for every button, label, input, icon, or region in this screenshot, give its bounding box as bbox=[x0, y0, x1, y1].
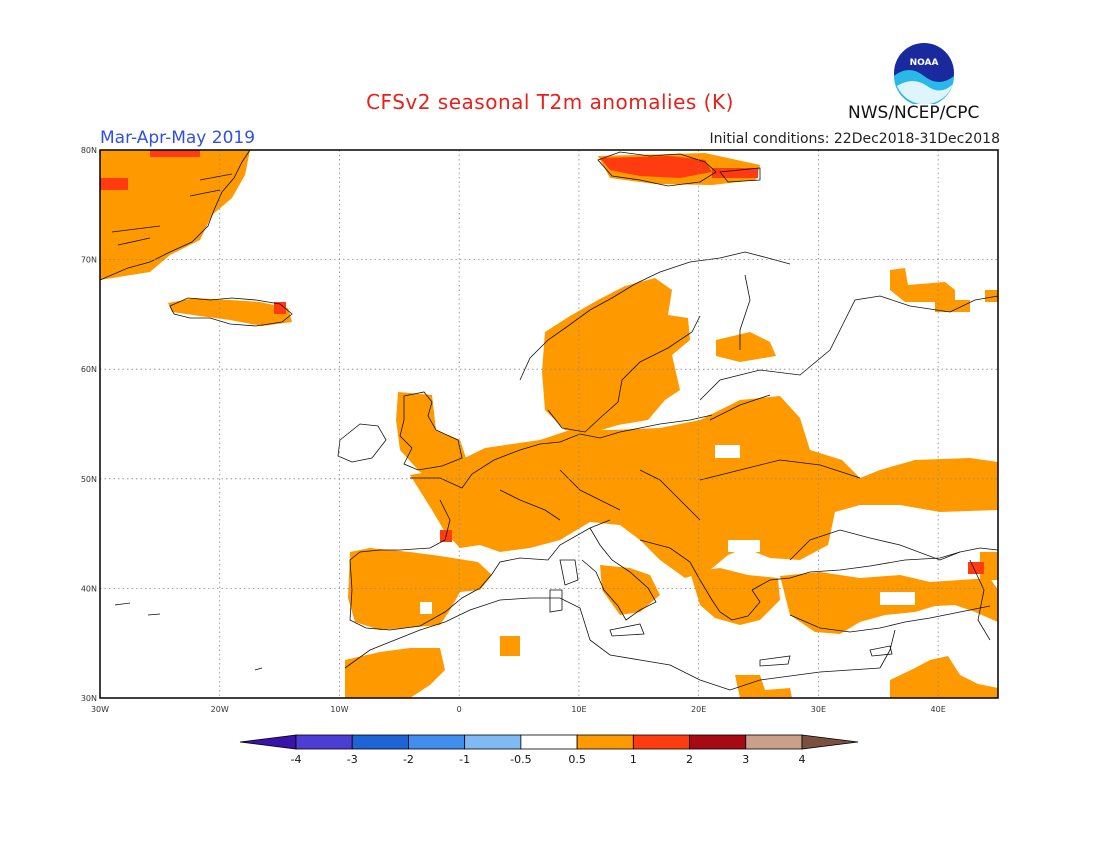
colorbar-swatch bbox=[632, 734, 690, 750]
colorbar-swatch bbox=[689, 734, 747, 750]
lon-tick-label: 30W bbox=[91, 705, 109, 714]
colorbar-label: -4 bbox=[291, 753, 302, 766]
axis-tick-labels: 30W 20W 10W 0 10E 20E 30E 40E 30N 40N 50N 60N 70N 80N bbox=[81, 146, 946, 714]
colorbar-label: 1 bbox=[630, 753, 637, 766]
lat-tick-label: 70N bbox=[81, 256, 97, 265]
lon-tick-label: 30E bbox=[811, 705, 826, 714]
colorbar-low-arrow bbox=[239, 734, 297, 750]
agency-label: NWS/NCEP/CPC bbox=[848, 103, 980, 123]
colorbar-swatch bbox=[464, 734, 522, 750]
map-gridlines bbox=[100, 150, 998, 698]
colorbar-label: 0.5 bbox=[568, 753, 586, 766]
season-label: Mar-Apr-May 2019 bbox=[100, 128, 256, 148]
lon-tick-label: 0 bbox=[457, 705, 462, 714]
initial-conditions-label: Initial conditions: 22Dec2018-31Dec2018 bbox=[709, 131, 1001, 147]
colorbar-swatch bbox=[520, 734, 578, 750]
colorbar-label: -2 bbox=[403, 753, 414, 766]
lat-tick-label: 60N bbox=[81, 365, 97, 374]
colorbar-high-arrow bbox=[801, 734, 859, 750]
colorbar-swatch bbox=[408, 734, 466, 750]
colorbar-label: -3 bbox=[347, 753, 358, 766]
coastlines bbox=[99, 149, 999, 691]
colorbar-swatch bbox=[351, 734, 409, 750]
colorbar-label: -0.5 bbox=[510, 753, 531, 766]
colorbar-swatch bbox=[576, 734, 634, 750]
lon-tick-label: 20W bbox=[211, 705, 229, 714]
lat-tick-label: 80N bbox=[81, 146, 97, 155]
lon-tick-label: 20E bbox=[691, 705, 706, 714]
lat-tick-label: 30N bbox=[81, 694, 97, 703]
lat-tick-label: 50N bbox=[81, 475, 97, 484]
logo-text: NOAA bbox=[910, 58, 939, 68]
colorbar-label: -1 bbox=[459, 753, 470, 766]
colorbar-swatch bbox=[295, 734, 353, 750]
colorbar-label: 3 bbox=[742, 753, 749, 766]
anomaly-shading bbox=[100, 150, 998, 698]
noaa-logo: NOAA bbox=[894, 43, 954, 104]
lat-tick-label: 40N bbox=[81, 584, 97, 593]
colorbar-label: 2 bbox=[686, 753, 693, 766]
colorbar-label: 4 bbox=[799, 753, 806, 766]
chart-title: CFSv2 seasonal T2m anomalies (K) bbox=[366, 90, 734, 114]
lon-tick-label: 10E bbox=[571, 705, 586, 714]
colorbar-swatch bbox=[745, 734, 803, 750]
lon-tick-label: 40E bbox=[931, 705, 946, 714]
map-frame bbox=[99, 149, 999, 699]
colorbar: -4 -3 -2 -1 -0.5 0.5 1 2 3 4 bbox=[239, 734, 859, 766]
lon-tick-label: 10W bbox=[330, 705, 348, 714]
